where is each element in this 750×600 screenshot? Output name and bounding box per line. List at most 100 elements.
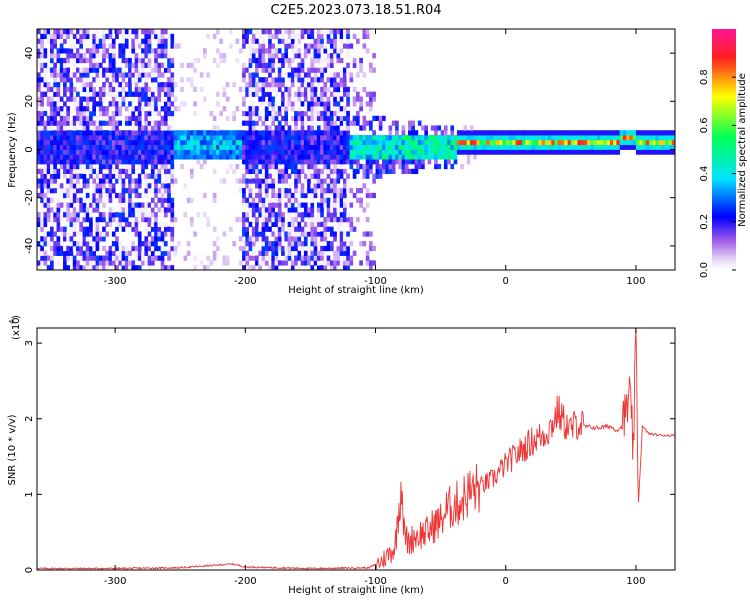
spectrogram-cell: [147, 130, 152, 136]
spectrogram-cell: [206, 33, 210, 40]
spectrogram-cell: [43, 72, 48, 78]
spectrogram-cell: [203, 212, 207, 218]
spectrogram-cell: [105, 135, 110, 141]
spectrogram-cell: [362, 173, 367, 179]
spectrogram-cell: [173, 250, 178, 256]
spectrogram-cell: [63, 82, 67, 88]
spectrogram-cell: [131, 130, 136, 136]
spectrogram-cell: [362, 115, 367, 121]
spectrogram-cell: [310, 183, 315, 189]
spectrogram-cell: [98, 159, 103, 165]
spectrogram-cell: [323, 82, 328, 88]
spectrogram-cell: [229, 135, 233, 141]
spectrogram-cell: [131, 139, 136, 146]
spectrogram-cell: [170, 91, 175, 97]
spectrogram-cell: [118, 216, 123, 223]
spectrogram-cell: [255, 38, 259, 44]
spectrogram-cell: [300, 86, 305, 93]
spectrogram-cell: [206, 130, 210, 136]
spectrogram-cell: [124, 154, 129, 160]
spectrogram-cell: [115, 212, 119, 218]
spectrogram-cell: [264, 163, 269, 170]
spectrogram-cell: [66, 120, 70, 126]
spectrogram-cell: [538, 139, 542, 146]
spectrogram-cell: [388, 139, 393, 146]
spectrogram-cell: [131, 159, 136, 165]
spectrogram-cell: [271, 154, 276, 160]
spectrogram-cell: [66, 245, 70, 252]
spectrogram-cell: [50, 38, 54, 44]
spectrogram-cell: [294, 120, 298, 126]
spectrogram-cell: [294, 178, 298, 184]
spectrogram-cell: [290, 29, 295, 35]
spectrogram-cell: [316, 77, 321, 83]
spectrogram-cell: [316, 226, 321, 232]
spectrogram-cell: [316, 202, 321, 208]
spectrogram-cell: [238, 144, 243, 150]
spectrogram-cell: [408, 139, 412, 146]
spectrogram-cell: [95, 120, 100, 126]
spectrogram-cell: [541, 149, 546, 155]
spectrogram-cell: [362, 154, 367, 160]
spectrogram-cell: [242, 192, 246, 199]
spectrogram-cell: [398, 154, 402, 160]
spectrogram-cell: [63, 188, 67, 194]
spectrogram-cell: [281, 130, 285, 136]
spectrogram-cell: [180, 144, 184, 150]
spectrogram-cell: [176, 241, 181, 247]
spectrogram-cell: [229, 163, 233, 170]
spectrogram-cell: [128, 67, 132, 73]
spectrogram-cell: [297, 135, 302, 141]
spectrogram-cell: [437, 154, 442, 160]
spectrogram-cell: [154, 231, 158, 237]
spectrogram-cell: [554, 135, 559, 141]
spectrogram-cell: [274, 168, 279, 174]
spectrogram-cell: [349, 154, 354, 160]
spectrogram-cell: [313, 192, 318, 199]
spectrogram-cell: [303, 72, 308, 78]
spectrogram-cell: [401, 125, 406, 131]
spectrogram-cell: [124, 216, 129, 223]
spectrogram-cell: [359, 135, 363, 141]
spectrogram-cell: [277, 86, 282, 93]
spectrogram-cell: [82, 260, 87, 266]
spectrogram-cell: [307, 72, 311, 78]
spectrogram-cell: [53, 139, 57, 146]
spectrogram-cell: [310, 139, 315, 146]
spectrogram-cell: [46, 33, 51, 40]
spectrogram-cell: [297, 130, 302, 136]
spectrogram-cell: [603, 135, 608, 141]
spectrogram-cell: [303, 250, 308, 256]
spectrogram-cell: [40, 255, 44, 261]
spectrogram-cell: [342, 188, 347, 194]
spectrogram-cell: [655, 149, 660, 155]
spectrogram-cell: [613, 139, 617, 146]
spectrogram-cell: [95, 245, 100, 252]
spectrogram-cell: [147, 245, 152, 252]
spectrogram-cell: [287, 241, 292, 247]
spectrogram-cell: [613, 130, 617, 136]
spectrogram-cell: [287, 255, 292, 261]
spectrogram-cell: [141, 139, 145, 146]
spectrogram-cell: [316, 241, 321, 247]
spectrogram-cell: [124, 82, 129, 88]
spectrogram-cell: [121, 33, 126, 40]
spectrogram-cell: [245, 144, 249, 150]
spectrogram-cell: [141, 241, 145, 247]
spectrogram-cell: [72, 43, 77, 49]
spectrogram-cell: [544, 144, 549, 150]
spectrogram-cell: [40, 135, 44, 141]
spectrogram-cell: [183, 183, 188, 189]
spectrogram-cell: [359, 139, 363, 146]
spectrogram-cell: [307, 260, 311, 266]
spectrogram-cell: [85, 216, 90, 223]
spectrogram-cell: [50, 207, 54, 213]
spectrogram-cell: [69, 91, 74, 97]
spectrogram-cell: [375, 163, 380, 170]
spectrogram-cell: [531, 139, 536, 146]
spectrogram-cell: [76, 216, 80, 223]
spectrogram-cell: [268, 62, 272, 68]
spectrogram-cell: [326, 33, 331, 40]
spectrogram-cell: [79, 67, 83, 73]
spectrogram-cell: [63, 265, 67, 271]
